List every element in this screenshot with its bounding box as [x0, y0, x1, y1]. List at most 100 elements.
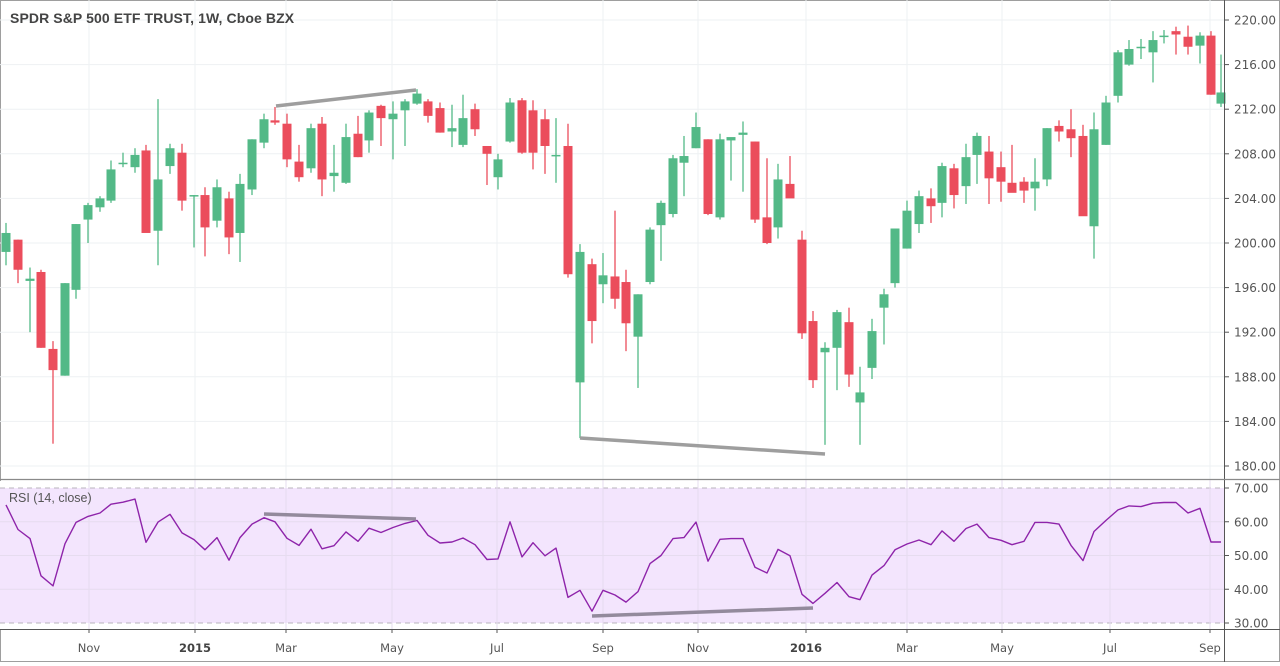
- candle: [867, 318, 877, 380]
- candle: [587, 258, 597, 344]
- candle: [447, 104, 457, 148]
- price-tick-label: 208.00: [1234, 147, 1276, 161]
- candle: [633, 294, 643, 388]
- price-tick-label: 220.00: [1234, 14, 1276, 28]
- candle: [165, 143, 175, 174]
- candle: [1159, 30, 1169, 44]
- candle: [412, 89, 422, 105]
- candle: [83, 202, 93, 243]
- candle: [972, 132, 982, 184]
- candle: [13, 239, 23, 284]
- candle: [1124, 40, 1134, 66]
- candle: [656, 200, 666, 261]
- candle: [341, 123, 351, 184]
- rsi-tick-label: 30.00: [1234, 617, 1268, 631]
- rsi-scale[interactable]: 70.00 60.00 50.00 40.00 30.00: [1224, 482, 1268, 631]
- candle: [762, 158, 772, 245]
- candle: [1, 222, 11, 266]
- candle: [60, 283, 70, 376]
- candle: [551, 118, 561, 183]
- time-tick-label: Nov: [78, 641, 101, 655]
- candle: [540, 109, 550, 174]
- candle: [259, 113, 269, 149]
- time-tick-label: Jul: [489, 641, 504, 655]
- candle: [48, 341, 58, 444]
- candle: [1007, 144, 1017, 193]
- candle: [212, 179, 222, 228]
- candle: [750, 141, 760, 223]
- candle: [1195, 32, 1205, 64]
- candle: [949, 163, 959, 209]
- time-tick-label: 2016: [790, 641, 822, 655]
- candle: [118, 152, 128, 168]
- time-tick-label: May: [990, 641, 1014, 655]
- candle: [1216, 54, 1226, 107]
- candle: [855, 366, 865, 445]
- candle: [645, 227, 655, 285]
- candle: [71, 224, 81, 299]
- candle: [189, 195, 199, 248]
- time-tick-label: Mar: [896, 641, 918, 655]
- time-tick-label: Sep: [592, 641, 614, 655]
- candle: [902, 200, 912, 249]
- candle: [435, 102, 445, 133]
- candle: [598, 253, 608, 304]
- candle: [668, 154, 678, 218]
- candle: [423, 99, 433, 123]
- price-trendlines[interactable]: [275, 88, 826, 456]
- candle: [914, 190, 924, 233]
- candle: [317, 117, 327, 197]
- rsi-tick-label: 60.00: [1234, 515, 1268, 529]
- candle: [879, 288, 889, 345]
- grid-lines: [0, 0, 1224, 479]
- rsi-tick-label: 70.00: [1234, 482, 1268, 496]
- candle: [1054, 120, 1064, 142]
- chart-title: SPDR S&P 500 ETF TRUST, 1W, Cboe BZX: [10, 10, 295, 26]
- candle: [1171, 26, 1181, 55]
- candle: [1101, 95, 1111, 145]
- price-tick-label: 184.00: [1234, 415, 1276, 429]
- candle: [224, 191, 234, 255]
- candle: [517, 98, 527, 154]
- price-tick-label: 188.00: [1234, 370, 1276, 384]
- time-tick-label: 2015: [179, 641, 211, 655]
- trendline[interactable]: [591, 606, 814, 618]
- candle: [141, 144, 151, 233]
- candle: [130, 148, 140, 173]
- candle: [1066, 109, 1076, 158]
- candle: [738, 121, 748, 192]
- candle: [493, 153, 503, 190]
- candle: [820, 342, 830, 445]
- candle: [1089, 112, 1099, 259]
- rsi-tick-label: 50.00: [1234, 549, 1268, 563]
- time-scale[interactable]: Nov 2015 Mar May Jul Sep Nov 2016 Mar May Jul Sep: [78, 629, 1221, 655]
- trendline[interactable]: [275, 88, 417, 108]
- candle: [1019, 177, 1029, 203]
- candle: [25, 267, 35, 333]
- time-tick-label: May: [380, 641, 404, 655]
- candle: [832, 309, 842, 391]
- candle: [679, 135, 689, 197]
- candle: [1042, 128, 1052, 187]
- candle: [177, 143, 187, 211]
- candle: [153, 99, 163, 266]
- time-tick-label: Jul: [1102, 641, 1117, 655]
- candle: [505, 98, 515, 143]
- price-tick-label: 212.00: [1234, 103, 1276, 117]
- trendline[interactable]: [263, 512, 417, 521]
- candle: [106, 160, 116, 203]
- rsi-indicator-label[interactable]: RSI (14, close): [9, 491, 92, 505]
- rsi-tick-label: 40.00: [1234, 583, 1268, 597]
- candle: [200, 187, 210, 257]
- trendline[interactable]: [579, 436, 826, 456]
- candle: [388, 101, 398, 160]
- price-scale[interactable]: 220.00 216.00 212.00 208.00 204.00 200.00 196.…: [1224, 14, 1276, 474]
- candle: [1206, 31, 1216, 95]
- rsi-trendlines[interactable]: [263, 512, 814, 618]
- price-candles: [1, 25, 1226, 445]
- price-tick-label: 192.00: [1234, 326, 1276, 340]
- candle: [329, 144, 339, 192]
